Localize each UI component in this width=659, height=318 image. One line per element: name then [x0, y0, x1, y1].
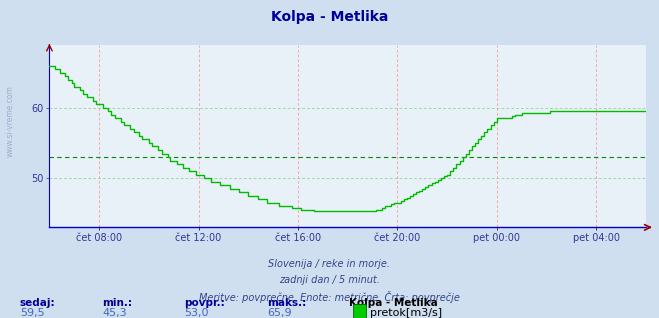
- Text: Meritve: povprečne  Enote: metrične  Črta: povprečje: Meritve: povprečne Enote: metrične Črta:…: [199, 291, 460, 303]
- Text: www.si-vreme.com: www.si-vreme.com: [5, 85, 14, 157]
- Text: 65,9: 65,9: [267, 308, 291, 318]
- Text: zadnji dan / 5 minut.: zadnji dan / 5 minut.: [279, 275, 380, 285]
- Text: min.:: min.:: [102, 298, 132, 308]
- Text: 45,3: 45,3: [102, 308, 127, 318]
- Text: 53,0: 53,0: [185, 308, 209, 318]
- Text: Kolpa - Metlika: Kolpa - Metlika: [271, 10, 388, 24]
- Text: pretok[m3/s]: pretok[m3/s]: [370, 308, 442, 318]
- Text: Kolpa - Metlika: Kolpa - Metlika: [349, 298, 438, 308]
- Text: sedaj:: sedaj:: [20, 298, 55, 308]
- Text: 59,5: 59,5: [20, 308, 44, 318]
- Text: Slovenija / reke in morje.: Slovenija / reke in morje.: [268, 259, 391, 269]
- Text: povpr.:: povpr.:: [185, 298, 225, 308]
- Text: maks.:: maks.:: [267, 298, 306, 308]
